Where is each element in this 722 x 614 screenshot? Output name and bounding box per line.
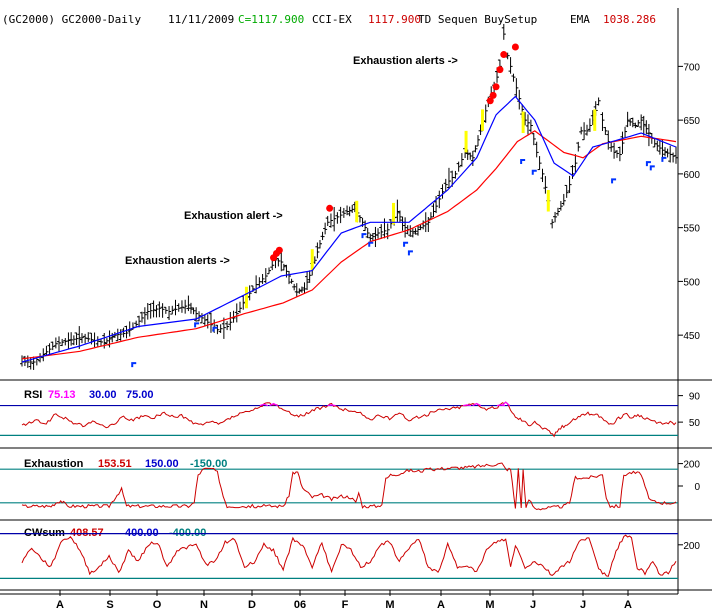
rsi-y-tick-label: 50	[689, 418, 701, 429]
setup-bar	[481, 109, 485, 131]
exhaustion-level-lo: -150.00	[190, 458, 227, 470]
exhaustion-dot	[486, 97, 494, 105]
annotation-exhaustion-alert-mid: Exhaustion alert ->	[184, 210, 283, 222]
buy-marker	[661, 156, 667, 162]
panel-frames	[0, 8, 712, 595]
x-tick-label: J	[530, 599, 536, 611]
setup-bar	[355, 200, 359, 223]
x-tick-label: A	[624, 599, 632, 611]
price-y-tick-label: 450	[683, 331, 700, 342]
header-symbol: (GC2000) GC2000-Daily	[2, 13, 141, 26]
exhaustion-value: 153.51	[98, 458, 132, 470]
header-close: C=1117.900	[238, 13, 304, 26]
rsi-title: RSI	[24, 389, 42, 401]
cwsum-y-tick-label: 200	[683, 541, 700, 552]
exhaustion-title: Exhaustion	[24, 458, 84, 470]
rsi-y-tick-label: 90	[689, 392, 701, 403]
rsi-overbought-mark	[462, 404, 472, 407]
x-tick-label: J	[580, 599, 586, 611]
exhaustion-y-tick-label: 0	[694, 482, 700, 493]
rsi-value: 75.13	[48, 389, 76, 401]
exhaustion-y-tick-label: 200	[683, 460, 700, 471]
setup-bar	[244, 286, 248, 309]
rsi-level-hi: 75.00	[126, 389, 154, 401]
x-tick-label: M	[485, 599, 494, 611]
buy-marker	[649, 165, 655, 171]
exhaustion-dot	[326, 204, 334, 212]
buy-marker	[611, 178, 617, 184]
rsi-overbought-mark	[501, 401, 511, 407]
price-y-tick-label: 700	[683, 62, 700, 73]
buy-marker	[194, 322, 200, 328]
header-ema-label: EMA	[570, 13, 590, 26]
plot-layer	[0, 23, 678, 580]
exhaustion-dot	[492, 83, 500, 91]
price-y-tick-label: 500	[683, 277, 700, 288]
cwsum-line	[21, 534, 677, 577]
x-tick-label: N	[200, 599, 208, 611]
ema-fast-line	[21, 95, 677, 363]
buy-marker	[407, 250, 413, 256]
x-tick-label: A	[437, 599, 445, 611]
x-tick-label: O	[153, 599, 162, 611]
exhaustion-level-hi: 150.00	[145, 458, 179, 470]
buy-marker	[645, 161, 651, 167]
buy-marker	[212, 326, 218, 332]
header-cci-value: 1117.900	[368, 13, 421, 26]
exhaustion-dot	[500, 51, 508, 59]
buy-marker	[520, 158, 526, 164]
buy-marker	[368, 241, 374, 247]
setup-bar	[546, 190, 550, 212]
setup-bar	[464, 130, 468, 153]
exhaustion-dot	[489, 91, 497, 99]
setup-bar	[521, 111, 525, 134]
buy-marker	[131, 362, 137, 368]
buy-marker	[361, 233, 367, 239]
rsi-overbought-mark	[259, 403, 269, 407]
header-date: 11/11/2009	[168, 13, 234, 26]
setup-bar	[593, 109, 597, 131]
setup-bar	[392, 202, 396, 225]
header-td-label: TD Sequen BuySetup	[418, 13, 537, 26]
rsi-overbought-mark	[327, 404, 336, 407]
price-y-tick-label: 600	[683, 170, 700, 181]
price-y-tick-label: 650	[683, 116, 700, 127]
rsi-line	[21, 401, 677, 438]
header-cci-label: CCI-EX	[312, 13, 352, 26]
x-tick-label: S	[106, 599, 113, 611]
exhaustion-dot	[511, 43, 519, 51]
exhaustion-dot	[275, 246, 283, 254]
ema-slow-line	[21, 130, 677, 360]
rsi-level-lo: 30.00	[89, 389, 117, 401]
annotation-exhaustion-alerts-top: Exhaustion alerts ->	[353, 55, 458, 67]
rsi-overbought-mark	[496, 404, 505, 407]
rsi-overbought-mark	[472, 402, 481, 407]
x-tick-label: 06	[294, 599, 306, 611]
rsi-overbought-mark	[269, 402, 278, 407]
buy-marker	[403, 241, 409, 247]
x-tick-label: D	[248, 599, 256, 611]
axis-layer: A S O N D 06 F M A M J J A 450 500 550 600 650 700 50 90 0 200…	[56, 62, 700, 611]
x-tick-label: F	[342, 599, 349, 611]
exhaustion-dot	[496, 66, 504, 74]
x-tick-label: A	[56, 599, 64, 611]
header-ema-value: 1038.286	[603, 13, 656, 26]
buy-marker	[531, 169, 537, 175]
setup-bar	[310, 249, 314, 271]
annotation-exhaustion-alerts-low: Exhaustion alerts ->	[125, 255, 230, 267]
exhaustion-line	[21, 462, 677, 511]
price-y-tick-label: 550	[683, 224, 700, 235]
x-tick-label: M	[385, 599, 394, 611]
